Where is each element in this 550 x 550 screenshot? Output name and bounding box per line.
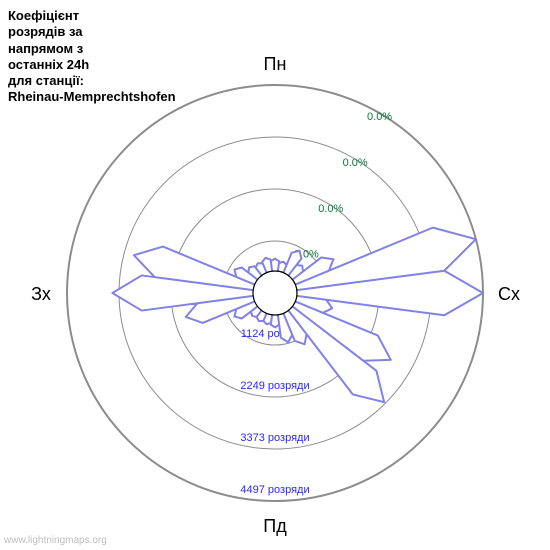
ring-percent-label: 0.0% — [343, 157, 368, 169]
ring-value-label: 2249 розряди — [240, 380, 309, 392]
ring-percent-label: 0.0% — [367, 111, 392, 123]
wind-rose — [112, 228, 483, 403]
chart-title: Коефіцієнт розрядів за напрямом з останн… — [8, 8, 176, 106]
dir-label-west: Зх — [31, 284, 51, 304]
ring-percent-label: 0.0% — [318, 203, 343, 215]
dir-label-east: Сх — [498, 284, 520, 304]
footer-credit: www.lightningmaps.org — [4, 535, 107, 546]
center-hub — [253, 271, 297, 315]
ring-value-label: 4497 розряди — [240, 484, 309, 496]
dir-label-north: Пн — [264, 54, 287, 74]
dir-label-south: Пд — [263, 516, 287, 536]
ring-value-label: 3373 розряди — [240, 432, 309, 444]
